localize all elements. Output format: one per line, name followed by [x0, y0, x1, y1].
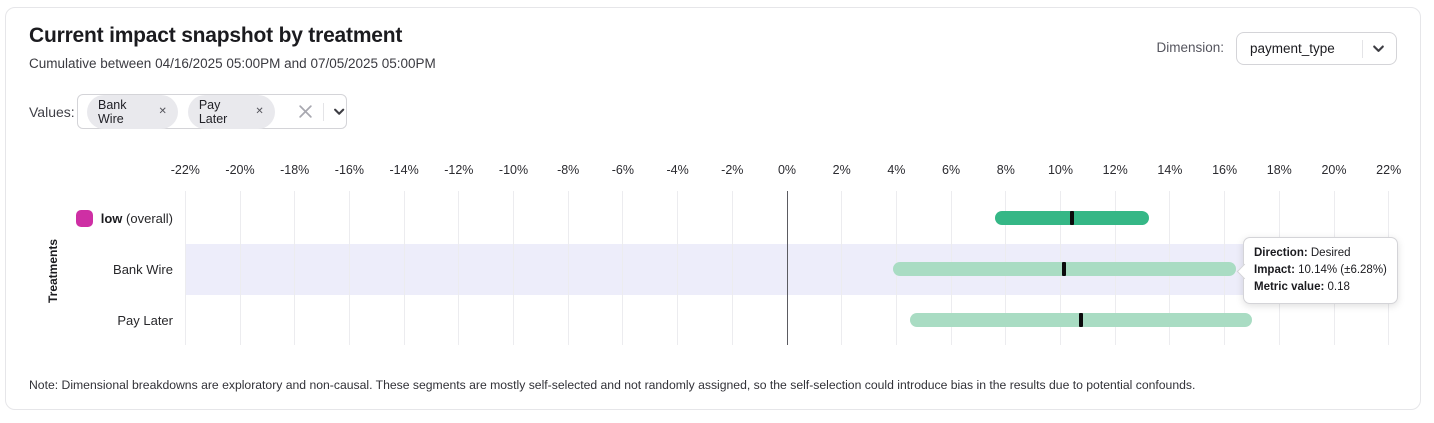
x-axis-tick: 0%	[777, 163, 797, 177]
values-multiselect[interactable]: Bank Wire ✕ Pay Later ✕	[77, 94, 347, 129]
x-axis-tick: 10%	[1047, 163, 1074, 177]
x-axis-tick: 4%	[887, 163, 906, 177]
row-label-low: low (overall)	[46, 208, 173, 228]
gridline	[567, 191, 569, 345]
tooltip-impact-line: Impact: 10.14% (±6.28%)	[1254, 264, 1387, 276]
x-axis-tick: -14%	[389, 163, 419, 177]
gridline	[184, 191, 186, 345]
x-axis-tick: 8%	[996, 163, 1015, 177]
impact-marker	[1070, 211, 1075, 225]
x-axis-tick: -2%	[721, 163, 744, 177]
chevron-down-icon	[1373, 45, 1384, 52]
legend-swatch	[75, 209, 93, 227]
x-axis-tick: 22%	[1376, 163, 1402, 177]
x-axis-tick: 12%	[1102, 163, 1128, 177]
gridline	[239, 191, 241, 345]
chip-remove-icon[interactable]: ✕	[255, 105, 264, 117]
x-axis-tick: -16%	[334, 163, 364, 177]
gridline	[294, 191, 296, 345]
bar-tooltip: Direction: Desired Impact: 10.14% (±6.28…	[1243, 237, 1398, 304]
gridline	[458, 191, 460, 345]
gridline	[731, 191, 733, 345]
gridline	[513, 191, 514, 345]
x-axis-tick: 20%	[1321, 163, 1347, 177]
gridline	[841, 191, 843, 345]
chip-remove-icon[interactable]: ✕	[158, 105, 167, 117]
chevron-down-icon[interactable]	[332, 104, 346, 119]
date-range-subtitle: Cumulative between 04/16/2025 05:00PM an…	[29, 56, 436, 71]
gridline	[403, 191, 405, 345]
gridline	[677, 191, 679, 345]
x-axis-tick: -12%	[444, 163, 474, 177]
clear-values-icon[interactable]	[298, 104, 313, 119]
x-axis-tick: 6%	[942, 163, 961, 177]
tooltip-metric-line: Metric value: 0.18	[1254, 281, 1350, 293]
impact-marker	[1079, 313, 1083, 327]
dimension-label: Dimension:	[1156, 40, 1224, 55]
values-label: Values:	[29, 104, 75, 120]
row-label-pay-later: Pay Later	[117, 312, 173, 328]
chip-label: Bank Wire	[98, 97, 127, 126]
x-axis-tick: 18%	[1266, 163, 1292, 177]
value-chip-bank-wire[interactable]: Bank Wire ✕	[87, 94, 178, 129]
x-axis-tick: -10%	[498, 163, 529, 177]
x-axis-tick: 16%	[1212, 163, 1238, 177]
x-axis-tick: -4%	[666, 163, 689, 177]
x-axis-tick: -22%	[170, 163, 200, 177]
footnote: Note: Dimensional breakdowns are explora…	[29, 378, 1196, 392]
dimension-select[interactable]: payment_type	[1236, 32, 1397, 65]
impact-marker	[1062, 262, 1067, 276]
tooltip-direction-line: Direction: Desired	[1254, 247, 1351, 259]
gridline	[622, 191, 624, 345]
dimension-select-value: payment_type	[1250, 41, 1335, 56]
select-divider	[322, 102, 324, 121]
zero-line	[786, 191, 788, 345]
gridline	[348, 191, 350, 345]
x-axis-tick: -6%	[611, 163, 635, 177]
select-divider	[1362, 39, 1363, 58]
x-axis-tick: 14%	[1157, 163, 1183, 177]
x-axis-tick: 2%	[832, 163, 851, 177]
x-axis-tick: -8%	[557, 163, 580, 177]
x-axis-tick: -20%	[225, 163, 255, 177]
row-label-text: low (overall)	[100, 210, 173, 226]
page-title: Current impact snapshot by treatment	[29, 24, 403, 47]
row-label-bank-wire: Bank Wire	[113, 261, 173, 277]
chip-label: Pay Later	[198, 97, 228, 126]
impact-snapshot-card: Current impact snapshot by treatment Cum…	[5, 7, 1421, 410]
value-chip-pay-later[interactable]: Pay Later ✕	[187, 94, 275, 129]
x-axis-tick: -18%	[280, 163, 310, 177]
